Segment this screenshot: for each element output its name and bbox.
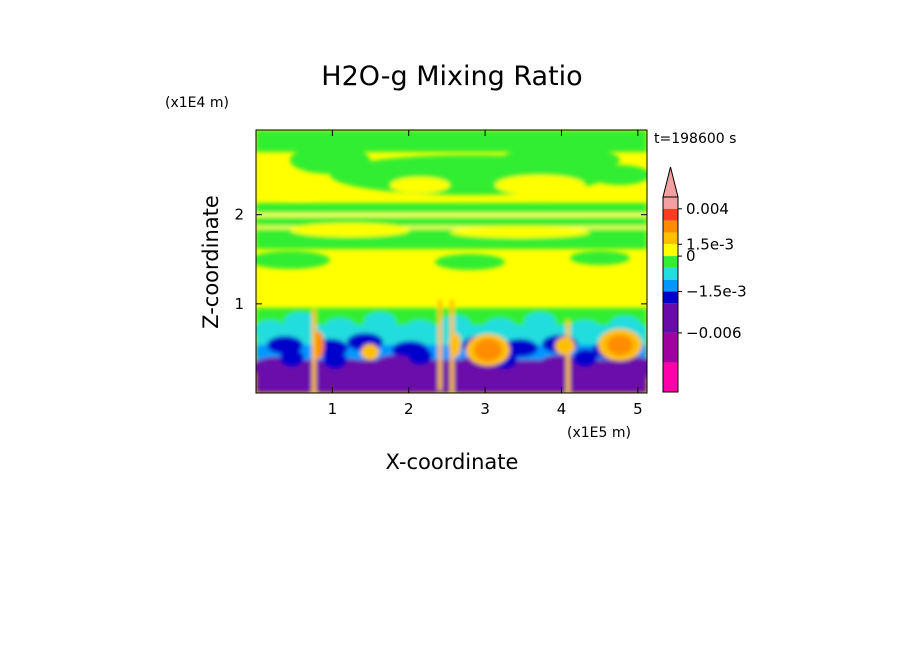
colorbar-bin	[663, 256, 678, 268]
y-axis-ticks: 12	[234, 206, 647, 313]
field-patch	[524, 312, 556, 332]
colorbar-bin	[663, 244, 678, 257]
field-patch	[613, 357, 647, 379]
x-tick-label: 4	[557, 400, 567, 418]
colorbar-bin	[663, 232, 678, 245]
colorbar-label: 1.5e-3	[686, 235, 734, 253]
field-patch	[290, 146, 370, 174]
x-tick-label: 2	[404, 400, 414, 418]
field-patch	[408, 347, 432, 365]
field-patch	[578, 361, 622, 383]
field-patch	[324, 318, 356, 338]
field-patch	[500, 147, 620, 173]
x-axis-ticks: 1 2 3 4 5	[328, 130, 643, 418]
colorbar-label: 0.004	[686, 200, 729, 218]
field-patch	[364, 312, 396, 332]
colorbar-bin	[663, 303, 678, 333]
field-band	[256, 130, 647, 152]
x-axis-label: X-coordinate	[386, 450, 519, 474]
colorbar-bin	[663, 279, 678, 292]
colorbar-label: −0.006	[686, 324, 742, 342]
chart-title: H2O-g Mixing Ratio	[321, 61, 582, 92]
colorbar-bin	[663, 220, 678, 233]
colorbar-label: −1.5e-3	[686, 283, 747, 301]
field-patch	[569, 320, 601, 340]
colorbar-labels: 0.004 1.5e-30 −1.5e-3 −0.006	[678, 200, 747, 342]
colorbar-label: 0	[686, 247, 696, 265]
field-patch	[439, 315, 471, 335]
y-tick-label: 2	[234, 206, 244, 224]
field-patch	[404, 320, 436, 340]
field-plume	[566, 320, 570, 392]
colorbar	[662, 166, 679, 393]
field-patch	[474, 339, 502, 361]
field-patch	[373, 355, 417, 377]
x-tick-label: 3	[480, 400, 490, 418]
field-plume	[312, 310, 316, 393]
field-patch	[435, 254, 505, 270]
time-label: t=198600 s	[654, 131, 736, 147]
colorbar-bin	[663, 197, 678, 209]
field-patch	[607, 335, 633, 355]
colorbar-bin	[663, 291, 678, 304]
field-patch	[288, 361, 332, 383]
x-tick-label: 1	[328, 400, 338, 418]
field-patch	[290, 223, 410, 237]
field-plume	[450, 300, 454, 392]
y-axis-label: Z-coordinate	[199, 195, 223, 329]
field-patch	[361, 344, 379, 360]
colorbar-bin	[663, 267, 678, 280]
field-patch	[538, 355, 582, 377]
colorbar-extension	[662, 166, 679, 198]
field-patch	[256, 320, 286, 340]
field-plume	[438, 300, 442, 390]
y-tick-label: 1	[234, 295, 244, 313]
x-scale-label: (x1E5 m)	[567, 425, 631, 441]
field-patch	[570, 251, 630, 265]
field-patch	[555, 337, 575, 355]
field-patch	[495, 175, 585, 195]
field-patch	[284, 312, 316, 332]
colorbar-bin	[663, 208, 678, 221]
plot-frame	[255, 129, 648, 394]
field-band	[256, 226, 647, 229]
y-scale-label: (x1E4 m)	[165, 95, 229, 111]
colorbar-bin	[663, 362, 678, 392]
field-band	[256, 213, 647, 217]
field-patch	[450, 226, 590, 238]
field-patch	[323, 351, 347, 369]
field-patch	[484, 318, 516, 338]
field-patch	[590, 165, 647, 185]
colorbar-bin	[663, 332, 678, 363]
colorbar-frame	[662, 196, 679, 393]
field-patch	[280, 349, 304, 367]
field-patch	[390, 177, 450, 193]
heatmap-field	[256, 130, 647, 393]
field-patch	[275, 181, 325, 199]
field-patch	[256, 251, 330, 269]
x-tick-label: 5	[633, 400, 643, 418]
field-patch	[573, 349, 597, 367]
